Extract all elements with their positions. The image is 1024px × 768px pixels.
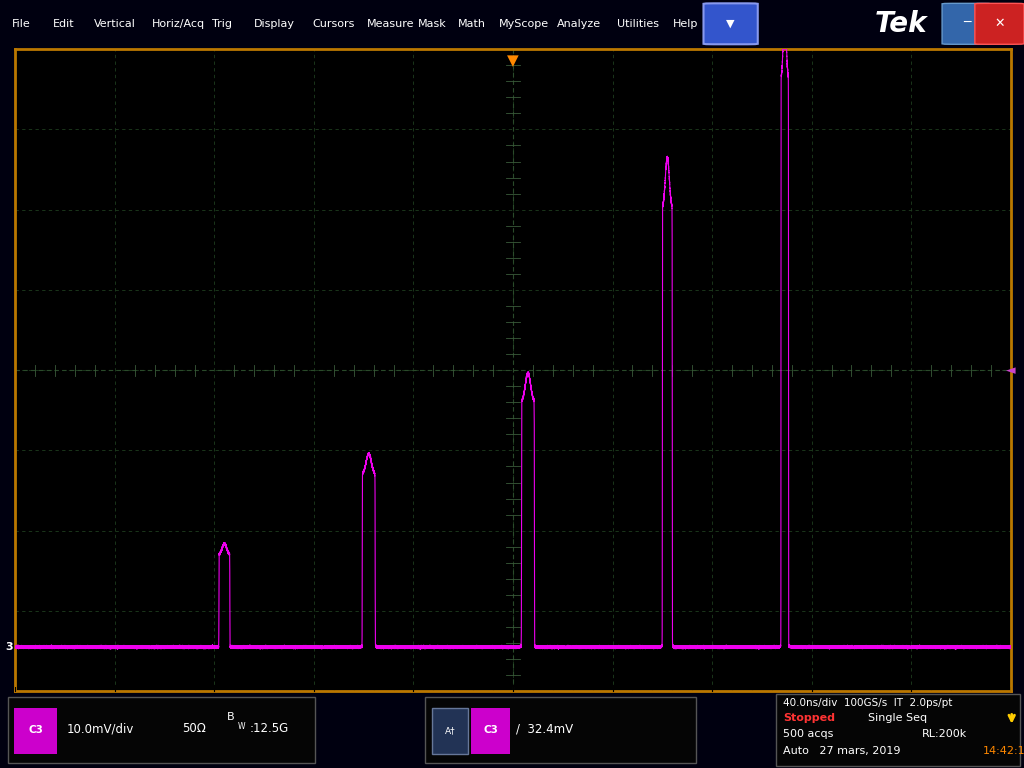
Text: ◄: ◄ bbox=[1007, 364, 1016, 376]
Text: A†: A† bbox=[445, 726, 456, 735]
Text: C3: C3 bbox=[483, 725, 498, 736]
Text: Single Seq: Single Seq bbox=[868, 713, 928, 723]
Bar bbox=[471, 708, 510, 754]
Text: ✕: ✕ bbox=[994, 18, 1005, 30]
Text: Horiz/Acq: Horiz/Acq bbox=[152, 18, 205, 29]
Text: Edit: Edit bbox=[53, 18, 75, 29]
Text: /  32.4mV: / 32.4mV bbox=[516, 723, 573, 736]
Text: ▼: ▼ bbox=[507, 53, 519, 68]
Bar bbox=[432, 708, 468, 754]
Text: Cursors: Cursors bbox=[312, 18, 354, 29]
Text: Measure: Measure bbox=[367, 18, 414, 29]
Text: :12.5G: :12.5G bbox=[250, 723, 289, 736]
Text: ─: ─ bbox=[963, 16, 971, 29]
Text: 50Ω: 50Ω bbox=[182, 723, 206, 736]
Text: B: B bbox=[227, 712, 234, 722]
FancyBboxPatch shape bbox=[703, 3, 758, 45]
Text: W: W bbox=[238, 722, 245, 731]
Text: File: File bbox=[12, 18, 31, 29]
Bar bbox=[425, 697, 696, 763]
Text: Utilities: Utilities bbox=[617, 18, 659, 29]
Text: 500 acqs: 500 acqs bbox=[783, 729, 834, 739]
Text: 40.0ns/div  100GS/s  IT  2.0ps/pt: 40.0ns/div 100GS/s IT 2.0ps/pt bbox=[783, 697, 952, 707]
Text: 10.0mV/div: 10.0mV/div bbox=[67, 723, 134, 736]
Text: C3: C3 bbox=[29, 725, 43, 736]
Bar bbox=[14, 708, 57, 754]
Bar bbox=[776, 694, 1020, 766]
Text: Tek: Tek bbox=[874, 10, 928, 38]
Text: Mask: Mask bbox=[418, 18, 446, 29]
Text: Stopped: Stopped bbox=[783, 713, 836, 723]
Text: Vertical: Vertical bbox=[94, 18, 136, 29]
Text: Help: Help bbox=[673, 18, 698, 29]
Text: RL:200k: RL:200k bbox=[922, 729, 967, 739]
Text: Math: Math bbox=[458, 18, 485, 29]
Text: Analyze: Analyze bbox=[557, 18, 601, 29]
Text: ▼: ▼ bbox=[726, 18, 734, 29]
Text: 14:42:13: 14:42:13 bbox=[983, 746, 1024, 756]
FancyBboxPatch shape bbox=[975, 3, 1024, 45]
Text: MyScope: MyScope bbox=[499, 18, 549, 29]
Bar bbox=[8, 697, 315, 763]
FancyBboxPatch shape bbox=[942, 3, 991, 45]
Text: Auto   27 mars, 2019: Auto 27 mars, 2019 bbox=[783, 746, 901, 756]
Text: Trig: Trig bbox=[212, 18, 232, 29]
Text: Display: Display bbox=[254, 18, 295, 29]
Text: 3: 3 bbox=[5, 642, 13, 652]
